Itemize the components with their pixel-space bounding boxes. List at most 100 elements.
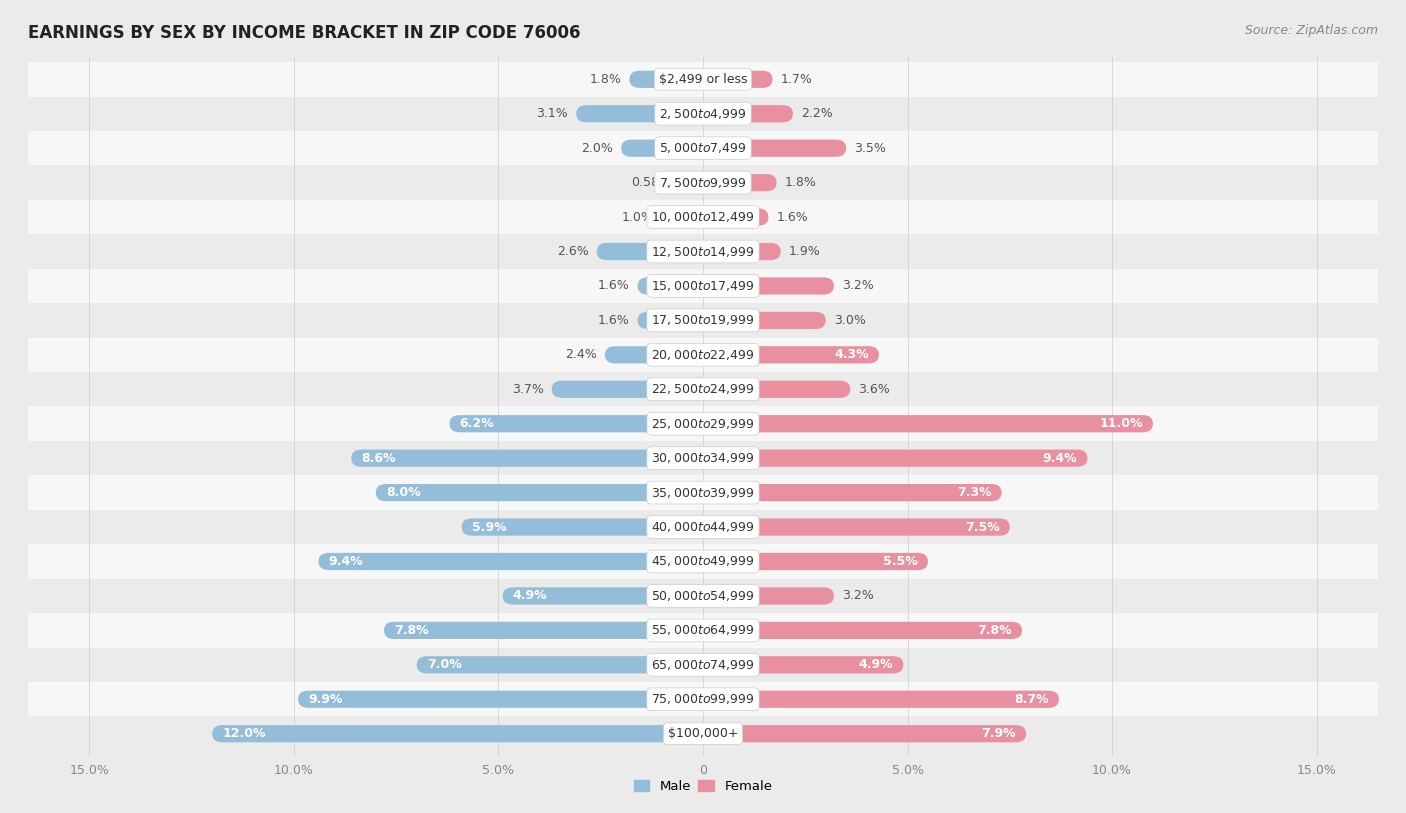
FancyBboxPatch shape: [7, 579, 1399, 613]
FancyBboxPatch shape: [703, 587, 834, 605]
FancyBboxPatch shape: [637, 277, 703, 294]
Text: $30,000 to $34,999: $30,000 to $34,999: [651, 451, 755, 465]
FancyBboxPatch shape: [384, 622, 703, 639]
FancyBboxPatch shape: [703, 277, 834, 294]
FancyBboxPatch shape: [298, 691, 703, 708]
FancyBboxPatch shape: [605, 346, 703, 363]
FancyBboxPatch shape: [7, 200, 1399, 234]
Text: $5,000 to $7,499: $5,000 to $7,499: [659, 141, 747, 155]
Text: $100,000+: $100,000+: [668, 727, 738, 740]
Text: Source: ZipAtlas.com: Source: ZipAtlas.com: [1244, 24, 1378, 37]
Legend: Male, Female: Male, Female: [628, 775, 778, 798]
FancyBboxPatch shape: [7, 165, 1399, 200]
FancyBboxPatch shape: [212, 725, 703, 742]
FancyBboxPatch shape: [461, 519, 703, 536]
Text: 3.6%: 3.6%: [859, 383, 890, 396]
FancyBboxPatch shape: [703, 243, 780, 260]
Text: $50,000 to $54,999: $50,000 to $54,999: [651, 589, 755, 603]
Text: 5.5%: 5.5%: [883, 555, 918, 568]
FancyBboxPatch shape: [703, 380, 851, 398]
FancyBboxPatch shape: [621, 140, 703, 157]
FancyBboxPatch shape: [7, 372, 1399, 406]
Text: $7,500 to $9,999: $7,500 to $9,999: [659, 176, 747, 189]
Text: 9.4%: 9.4%: [1043, 452, 1077, 465]
FancyBboxPatch shape: [703, 450, 1087, 467]
Text: $55,000 to $64,999: $55,000 to $64,999: [651, 624, 755, 637]
Text: $40,000 to $44,999: $40,000 to $44,999: [651, 520, 755, 534]
Text: 7.8%: 7.8%: [394, 624, 429, 637]
Text: $25,000 to $29,999: $25,000 to $29,999: [651, 417, 755, 431]
FancyBboxPatch shape: [703, 105, 793, 122]
Text: 8.7%: 8.7%: [1014, 693, 1049, 706]
FancyBboxPatch shape: [7, 97, 1399, 131]
Text: 7.5%: 7.5%: [965, 520, 1000, 533]
Text: 1.6%: 1.6%: [776, 211, 808, 224]
Text: EARNINGS BY SEX BY INCOME BRACKET IN ZIP CODE 76006: EARNINGS BY SEX BY INCOME BRACKET IN ZIP…: [28, 24, 581, 42]
FancyBboxPatch shape: [7, 716, 1399, 751]
FancyBboxPatch shape: [703, 656, 904, 673]
Text: 3.0%: 3.0%: [834, 314, 866, 327]
FancyBboxPatch shape: [7, 303, 1399, 337]
FancyBboxPatch shape: [7, 682, 1399, 716]
Text: $65,000 to $74,999: $65,000 to $74,999: [651, 658, 755, 672]
Text: 3.7%: 3.7%: [512, 383, 544, 396]
Text: 12.0%: 12.0%: [222, 727, 266, 740]
Text: 1.6%: 1.6%: [598, 314, 630, 327]
FancyBboxPatch shape: [630, 71, 703, 88]
Text: 8.6%: 8.6%: [361, 452, 396, 465]
Text: $75,000 to $99,999: $75,000 to $99,999: [651, 692, 755, 706]
FancyBboxPatch shape: [703, 174, 776, 191]
FancyBboxPatch shape: [319, 553, 703, 570]
FancyBboxPatch shape: [703, 311, 825, 329]
Text: $12,500 to $14,999: $12,500 to $14,999: [651, 245, 755, 259]
FancyBboxPatch shape: [7, 476, 1399, 510]
FancyBboxPatch shape: [703, 346, 879, 363]
Text: $45,000 to $49,999: $45,000 to $49,999: [651, 554, 755, 568]
Text: 1.9%: 1.9%: [789, 245, 821, 258]
FancyBboxPatch shape: [7, 131, 1399, 165]
Text: 2.6%: 2.6%: [557, 245, 589, 258]
FancyBboxPatch shape: [7, 510, 1399, 544]
Text: 1.7%: 1.7%: [780, 73, 813, 86]
FancyBboxPatch shape: [7, 544, 1399, 579]
FancyBboxPatch shape: [703, 208, 769, 226]
FancyBboxPatch shape: [703, 622, 1022, 639]
FancyBboxPatch shape: [576, 105, 703, 122]
FancyBboxPatch shape: [703, 691, 1059, 708]
Text: 4.9%: 4.9%: [513, 589, 547, 602]
Text: 1.8%: 1.8%: [785, 176, 817, 189]
FancyBboxPatch shape: [703, 725, 1026, 742]
Text: 7.0%: 7.0%: [427, 659, 461, 672]
FancyBboxPatch shape: [637, 311, 703, 329]
Text: 7.9%: 7.9%: [981, 727, 1017, 740]
Text: 3.2%: 3.2%: [842, 589, 873, 602]
Text: 1.8%: 1.8%: [589, 73, 621, 86]
Text: 1.6%: 1.6%: [598, 280, 630, 293]
FancyBboxPatch shape: [7, 269, 1399, 303]
Text: $10,000 to $12,499: $10,000 to $12,499: [651, 210, 755, 224]
Text: 5.9%: 5.9%: [472, 520, 506, 533]
Text: 3.2%: 3.2%: [842, 280, 873, 293]
Text: 1.0%: 1.0%: [621, 211, 654, 224]
Text: 2.0%: 2.0%: [581, 141, 613, 154]
Text: $2,499 or less: $2,499 or less: [659, 73, 747, 86]
FancyBboxPatch shape: [703, 484, 1001, 502]
Text: 11.0%: 11.0%: [1099, 417, 1143, 430]
FancyBboxPatch shape: [7, 406, 1399, 441]
Text: 0.58%: 0.58%: [631, 176, 671, 189]
FancyBboxPatch shape: [416, 656, 703, 673]
Text: 3.1%: 3.1%: [536, 107, 568, 120]
FancyBboxPatch shape: [703, 553, 928, 570]
FancyBboxPatch shape: [551, 380, 703, 398]
FancyBboxPatch shape: [450, 415, 703, 433]
FancyBboxPatch shape: [7, 62, 1399, 97]
Text: 8.0%: 8.0%: [387, 486, 420, 499]
Text: $35,000 to $39,999: $35,000 to $39,999: [651, 485, 755, 500]
FancyBboxPatch shape: [7, 337, 1399, 372]
FancyBboxPatch shape: [7, 441, 1399, 476]
FancyBboxPatch shape: [502, 587, 703, 605]
Text: $2,500 to $4,999: $2,500 to $4,999: [659, 107, 747, 121]
Text: 4.9%: 4.9%: [859, 659, 893, 672]
Text: 9.4%: 9.4%: [329, 555, 363, 568]
FancyBboxPatch shape: [703, 415, 1153, 433]
